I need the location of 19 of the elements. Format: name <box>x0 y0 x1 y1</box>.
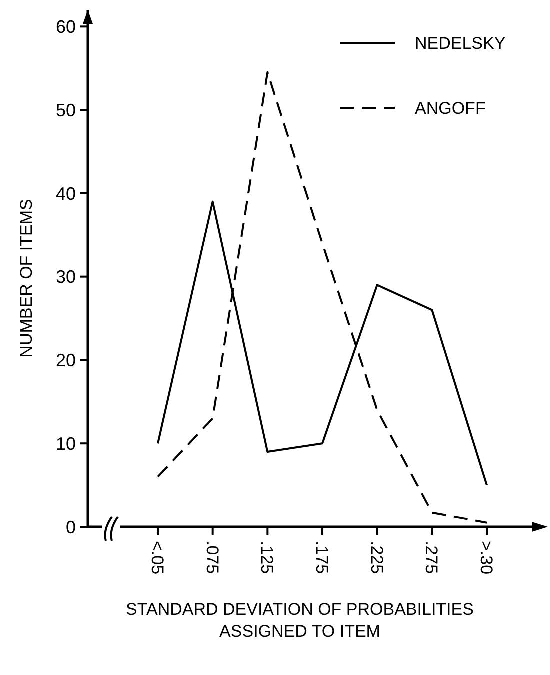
x-tick-label: .125 <box>258 541 277 574</box>
legend-label: ANGOFF <box>415 98 486 118</box>
y-tick-label: 20 <box>56 350 76 371</box>
y-tick-label: 60 <box>56 16 76 37</box>
line-series <box>157 72 488 524</box>
x-tick-label: .075 <box>202 541 222 574</box>
y-tick-label: 30 <box>56 267 76 288</box>
y-tick-label: 10 <box>56 434 76 454</box>
x-axis-title: STANDARD DEVIATION OF PROBABILITIES ASSIGNED TO ITEM <box>126 600 474 641</box>
y-tick-label: 50 <box>56 100 76 120</box>
legend-label: NEDELSKY <box>415 34 506 53</box>
x-tick-label: .225 <box>367 541 386 574</box>
x-tick-label: <.05 <box>148 541 167 575</box>
x-tick-label: >.30 <box>477 541 496 575</box>
x-tick-label: .175 <box>312 541 332 574</box>
y-tick-label: 0 <box>66 517 76 538</box>
y-tick-label: 40 <box>56 184 76 204</box>
y-axis-title: NUMBER OF ITEMS <box>17 199 36 358</box>
x-tick-label: .275 <box>422 541 442 574</box>
